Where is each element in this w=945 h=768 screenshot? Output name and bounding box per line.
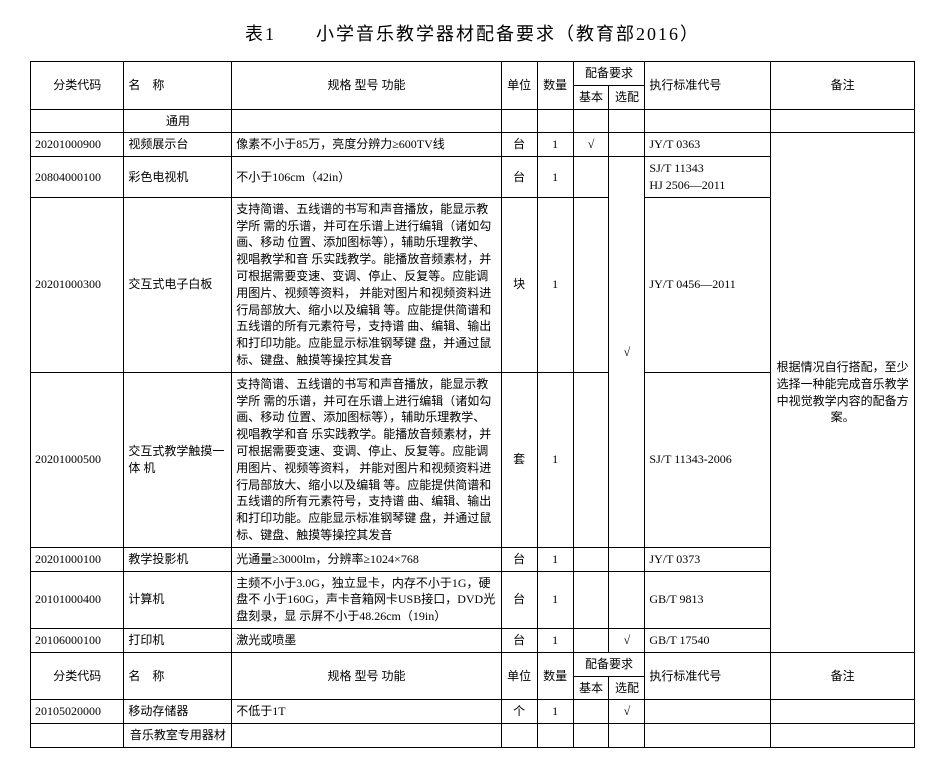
- h-unit: 单位: [501, 62, 537, 110]
- h-equip: 配备要求: [573, 62, 645, 86]
- cell-spec: 主频不小于3.0G，独立显卡，内存不小于1G，硬盘不 小于160G，声卡音箱网卡…: [232, 571, 502, 628]
- cell-optional: √: [609, 628, 645, 652]
- h-qty: 数量: [537, 62, 573, 110]
- equipment-table: 分类代码 名 称 规格 型号 功能 单位 数量 配备要求 执行标准代号 备注 基…: [30, 61, 915, 748]
- cell-name: 移动存储器: [124, 700, 232, 724]
- h-basic: 基本: [573, 85, 609, 109]
- cell-qty: 1: [537, 700, 573, 724]
- h-std: 执行标准代号: [645, 62, 771, 110]
- cell-std: [645, 700, 771, 724]
- cell-code: 20101000400: [31, 571, 124, 628]
- table-row: 20201000900 视频展示台 像素不小于85万，亮度分辨力≥600TV线 …: [31, 133, 915, 157]
- cell-basic: [573, 157, 609, 198]
- cell-code: 20201000100: [31, 547, 124, 571]
- h-equip: 配备要求: [573, 652, 645, 676]
- cell-name: 教学投影机: [124, 547, 232, 571]
- cell-basic: [573, 571, 609, 628]
- page-title: 表1 小学音乐教学器材配备要求（教育部2016）: [30, 20, 915, 46]
- cell-optional: [609, 547, 645, 571]
- h-basic: 基本: [573, 676, 609, 700]
- cell-qty: 1: [537, 628, 573, 652]
- cell-unit: 套: [501, 372, 537, 547]
- cell-qty: 1: [537, 571, 573, 628]
- cell-std: JY/T 0456—2011: [645, 197, 771, 372]
- cell-optional: [609, 571, 645, 628]
- cell-std: JY/T 0373: [645, 547, 771, 571]
- cell-basic: [573, 372, 609, 547]
- h-name: 名 称: [124, 62, 232, 110]
- cell-basic: [573, 700, 609, 724]
- cell-qty: 1: [537, 133, 573, 157]
- cell-spec: 不小于106cm（42in）: [232, 157, 502, 198]
- h-remark: 备注: [771, 652, 915, 700]
- cell-unit: 台: [501, 157, 537, 198]
- table-row: 20105020000 移动存储器 不低于1T 个 1 √: [31, 700, 915, 724]
- cell-remark-merged: 根据情况自行搭配，至少选择一种能完成音乐教学中视觉教学内容的配备方案。: [771, 133, 915, 652]
- cell-spec: 不低于1T: [232, 700, 502, 724]
- cell-qty: 1: [537, 547, 573, 571]
- h-remark: 备注: [771, 62, 915, 110]
- h-spec: 规格 型号 功能: [232, 62, 502, 110]
- cell-qty: 1: [537, 157, 573, 198]
- cell-spec: 支持简谱、五线谱的书写和声音播放，能显示教学所 需的乐谱，并可在乐谱上进行编辑（…: [232, 197, 502, 372]
- cell-optional: √: [609, 700, 645, 724]
- section-music-room: 音乐教室专用器材: [31, 724, 915, 748]
- cell-basic: [573, 628, 609, 652]
- h-name: 名 称: [124, 652, 232, 700]
- cell-basic: √: [573, 133, 609, 157]
- cell-code: 20201000500: [31, 372, 124, 547]
- h-code: 分类代码: [31, 62, 124, 110]
- cell-unit: 块: [501, 197, 537, 372]
- cell-spec: 支持简谱、五线谱的书写和声音播放，能显示教学所 需的乐谱，并可在乐谱上进行编辑（…: [232, 372, 502, 547]
- cell-optional: [609, 133, 645, 157]
- cell-std: GB/T 9813: [645, 571, 771, 628]
- header-row-1b: 分类代码 名 称 规格 型号 功能 单位 数量 配备要求 执行标准代号 备注: [31, 652, 915, 676]
- cell-name: 视频展示台: [124, 133, 232, 157]
- h-qty: 数量: [537, 652, 573, 700]
- cell-unit: 台: [501, 133, 537, 157]
- cell-qty: 1: [537, 372, 573, 547]
- cell-name: 彩色电视机: [124, 157, 232, 198]
- h-code: 分类代码: [31, 652, 124, 700]
- cell-unit: 台: [501, 571, 537, 628]
- cell-remark: [771, 700, 915, 724]
- header-row-1: 分类代码 名 称 规格 型号 功能 单位 数量 配备要求 执行标准代号 备注: [31, 62, 915, 86]
- h-unit: 单位: [501, 652, 537, 700]
- cell-code: 20105020000: [31, 700, 124, 724]
- cell-spec: 激光或喷墨: [232, 628, 502, 652]
- cell-name: 打印机: [124, 628, 232, 652]
- cell-name: 计算机: [124, 571, 232, 628]
- cell-code: 20106000100: [31, 628, 124, 652]
- h-spec: 规格 型号 功能: [232, 652, 502, 700]
- cell-basic: [573, 197, 609, 372]
- h-std: 执行标准代号: [645, 652, 771, 700]
- cell-std: SJ/T 11343-2006: [645, 372, 771, 547]
- cell-unit: 个: [501, 700, 537, 724]
- h-optional: 选配: [609, 85, 645, 109]
- cell-qty: 1: [537, 197, 573, 372]
- section-general: 通用: [31, 109, 915, 133]
- section-music-room-label: 音乐教室专用器材: [124, 724, 232, 748]
- cell-code: 20804000100: [31, 157, 124, 198]
- cell-unit: 台: [501, 547, 537, 571]
- cell-optional-merged: √: [609, 157, 645, 548]
- h-optional: 选配: [609, 676, 645, 700]
- cell-name: 交互式电子白板: [124, 197, 232, 372]
- cell-basic: [573, 547, 609, 571]
- cell-spec: 光通量≥3000lm，分辨率≥1024×768: [232, 547, 502, 571]
- cell-spec: 像素不小于85万，亮度分辨力≥600TV线: [232, 133, 502, 157]
- section-general-label: 通用: [124, 109, 232, 133]
- cell-std: JY/T 0363: [645, 133, 771, 157]
- cell-name: 交互式教学触摸一体 机: [124, 372, 232, 547]
- cell-std: GB/T 17540: [645, 628, 771, 652]
- cell-std: SJ/T 11343HJ 2506—2011: [645, 157, 771, 198]
- cell-code: 20201000300: [31, 197, 124, 372]
- cell-unit: 台: [501, 628, 537, 652]
- cell-code: 20201000900: [31, 133, 124, 157]
